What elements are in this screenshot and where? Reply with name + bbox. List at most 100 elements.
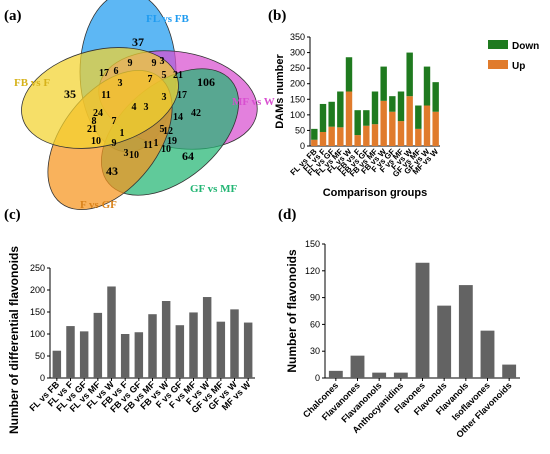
bar-up (423, 105, 431, 146)
venn-count: 17 (99, 68, 109, 79)
bar (93, 312, 103, 378)
y-tick-label: 250 (30, 263, 45, 273)
legend-label-down: Down (512, 41, 539, 52)
y-tick-label: 0 (300, 141, 305, 151)
venn-count: 21 (173, 70, 183, 81)
y-tick-label: 60 (310, 319, 320, 329)
venn-count: 1 (120, 128, 125, 139)
y-tick-label: 300 (290, 48, 305, 58)
bar (372, 372, 387, 378)
bar-down (415, 105, 422, 129)
bar (502, 364, 517, 378)
venn-count: 7 (148, 74, 153, 85)
venn-label-fb-vs-f: FB vs F (14, 77, 50, 89)
venn-count: 21 (87, 124, 97, 135)
y-tick-label: 90 (310, 293, 320, 303)
venn-count: 17 (177, 90, 187, 101)
venn-count: 4 (132, 102, 137, 113)
venn-count: 37 (132, 35, 144, 49)
bar-up (319, 131, 327, 146)
bar (175, 325, 185, 378)
bar-up (345, 91, 353, 146)
venn-count: 5 (162, 70, 167, 81)
venn-count: 12 (163, 126, 173, 137)
bar (350, 355, 365, 378)
y-tick-label: 30 (310, 346, 320, 356)
venn-count: 14 (173, 112, 183, 123)
bar (107, 286, 116, 378)
legend-label-up: Up (512, 61, 525, 72)
venn-count: 106 (197, 75, 215, 89)
chart-b-ylabel: DAMs number (274, 54, 286, 129)
y-tick-label: 150 (290, 94, 305, 104)
venn-count: 35 (64, 87, 76, 101)
venn-count: 9 (112, 138, 117, 149)
venn-count: 7 (112, 116, 117, 127)
venn-count: 3 (160, 56, 165, 67)
bar (66, 326, 75, 378)
venn-count: 11 (143, 140, 152, 151)
venn-count: 24 (93, 108, 103, 119)
bar (52, 350, 62, 378)
venn-count: 10 (91, 136, 101, 147)
y-tick-label: 100 (290, 110, 305, 120)
bar-up (389, 111, 396, 146)
bar-up (371, 124, 379, 146)
panel-label-b: (b) (268, 8, 286, 24)
venn-count: 3 (124, 148, 129, 159)
bar-up (363, 125, 370, 146)
panel-label-c: (c) (4, 207, 21, 223)
bar (216, 321, 226, 378)
legend-swatch-up (488, 60, 508, 69)
bar (480, 330, 495, 378)
chart-d-ylabel: Number of flavonoids (285, 249, 299, 373)
bar (120, 334, 130, 378)
venn-count: 3 (162, 92, 167, 103)
venn-label-fl-vs-fb: FL vs FB (146, 13, 189, 25)
bar-up (432, 111, 439, 146)
bar-down (337, 91, 344, 128)
venn-count: 64 (182, 149, 194, 163)
venn-count: 11 (101, 90, 110, 101)
y-tick-label: 50 (35, 351, 45, 361)
y-tick-label: 350 (290, 32, 305, 42)
bar-down (363, 110, 370, 126)
bar (393, 372, 408, 378)
bar (243, 322, 253, 378)
bar-up (337, 127, 344, 146)
y-tick-label: 100 (30, 329, 45, 339)
venn-count: 8 (92, 116, 97, 127)
venn-label-mf-vs-w: MF vs W (232, 96, 275, 108)
venn-count: 43 (106, 164, 118, 178)
bar (328, 370, 343, 378)
bar-up (311, 139, 318, 146)
bar-down (311, 128, 318, 140)
y-tick-label: 200 (30, 285, 45, 295)
venn-count: 10 (129, 150, 139, 161)
bar-down (389, 96, 396, 112)
bar-down (328, 101, 335, 127)
bar-down (380, 66, 387, 101)
y-tick-label: 250 (290, 63, 305, 73)
y-tick-label: 50 (295, 125, 305, 135)
bar-chart-flavonoid-classes: 0306090120150ChalconesFlavanonesFlavanon… (285, 239, 520, 440)
venn-count: 3 (118, 78, 123, 89)
y-tick-label: 150 (305, 239, 320, 249)
bar-up (397, 121, 405, 146)
venn-label-f-vs-gf: F vs GF (80, 199, 117, 211)
venn-diagram: FL vs FB MF vs W GF vs MF F vs GF FB vs … (14, 0, 275, 211)
chart-c-ylabel: Number of differential flavonoids (7, 246, 21, 434)
bar-down (397, 91, 405, 122)
bar-down (423, 66, 431, 106)
y-tick-label: 150 (30, 307, 45, 317)
panel-label-d: (d) (278, 207, 296, 223)
bar-down (345, 57, 353, 92)
bar (134, 332, 144, 378)
venn-count: 6 (114, 66, 119, 77)
venn-count: 9 (152, 58, 157, 69)
bar-down (354, 110, 361, 136)
venn-count: 5 (160, 124, 165, 135)
